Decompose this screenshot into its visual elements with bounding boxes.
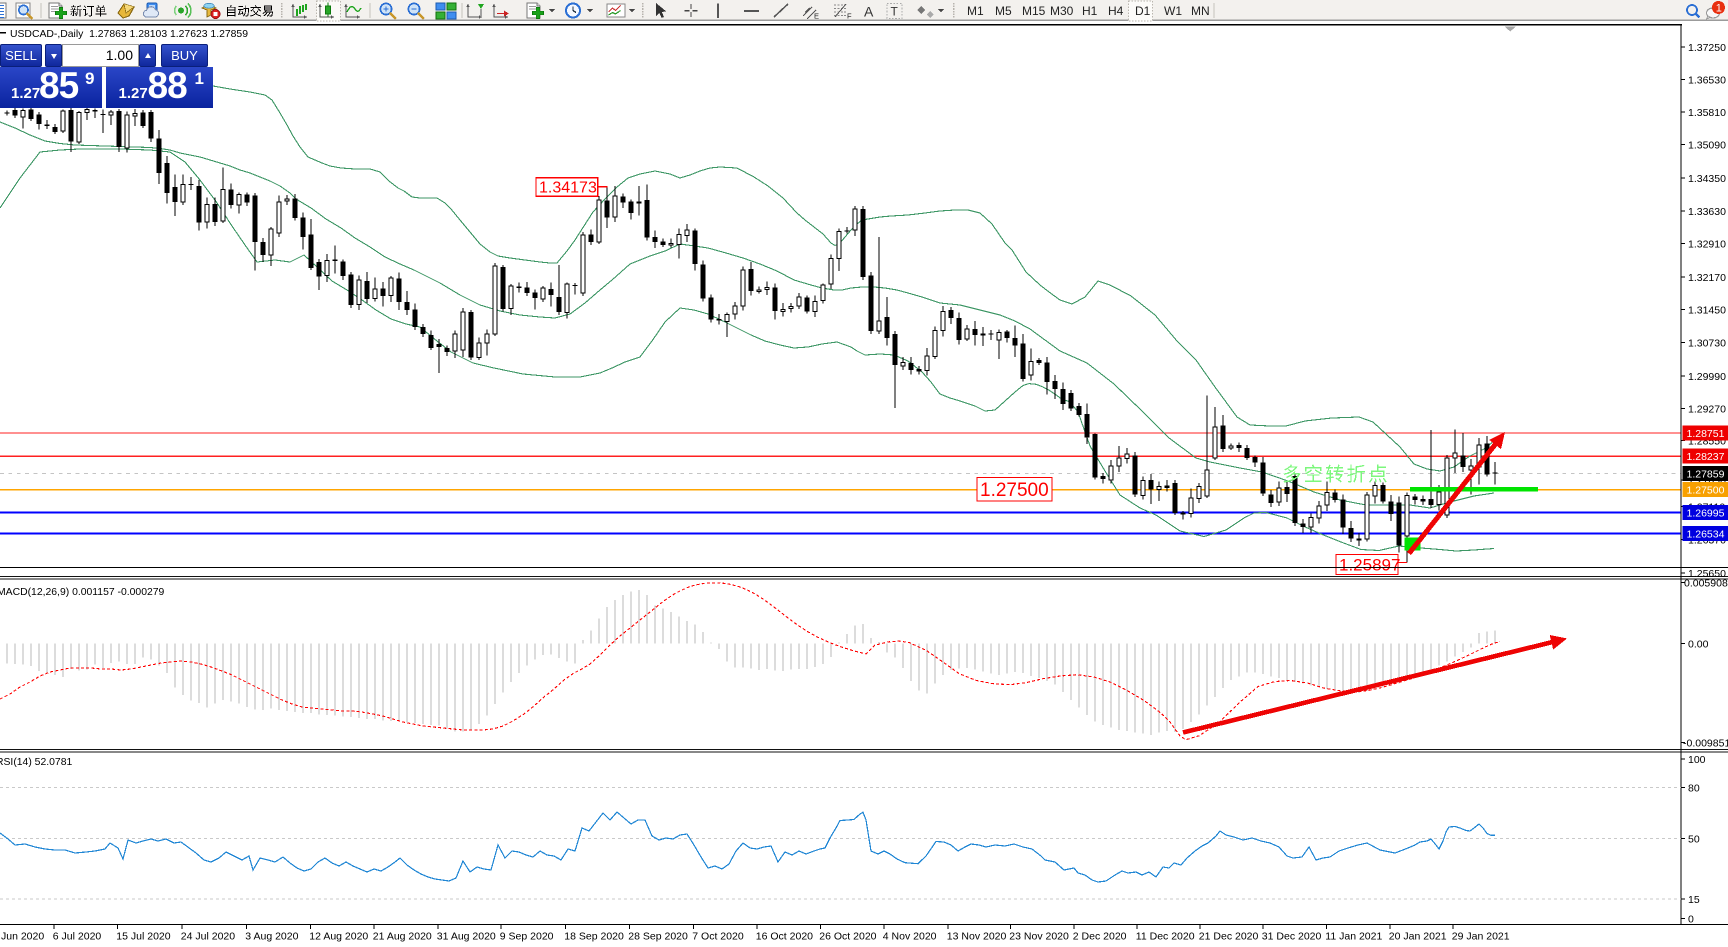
svg-text:1.26534: 1.26534 (1687, 529, 1725, 541)
svg-text:20 Jan 2021: 20 Jan 2021 (1389, 931, 1447, 943)
svg-text:11 Jan 2021: 11 Jan 2021 (1325, 931, 1382, 943)
svg-text:H4: H4 (1108, 4, 1124, 18)
svg-text:0: 0 (1688, 914, 1694, 926)
svg-text:1.36530: 1.36530 (1688, 74, 1726, 86)
svg-text:1: 1 (1716, 3, 1722, 15)
svg-text:1.25897: 1.25897 (1339, 556, 1400, 575)
svg-text:21 Dec 2020: 21 Dec 2020 (1199, 931, 1259, 943)
svg-text:0.005908: 0.005908 (1684, 578, 1728, 590)
svg-text:1.25650: 1.25650 (1688, 568, 1726, 580)
svg-text:A: A (864, 4, 874, 20)
svg-text:M5: M5 (995, 4, 1012, 18)
svg-text:1.27500: 1.27500 (980, 480, 1049, 501)
svg-text:0.00: 0.00 (1688, 638, 1709, 650)
svg-text:1.27500: 1.27500 (1687, 485, 1725, 497)
svg-text:28 Sep 2020: 28 Sep 2020 (628, 931, 688, 943)
svg-text:1.32910: 1.32910 (1688, 239, 1726, 251)
svg-text:1.37250: 1.37250 (1688, 42, 1726, 54)
svg-text:D1: D1 (1135, 4, 1151, 18)
svg-text:1.34173: 1.34173 (539, 180, 597, 197)
svg-text:H1: H1 (1082, 4, 1098, 18)
svg-text:1.32170: 1.32170 (1688, 272, 1726, 284)
svg-text:M1: M1 (967, 4, 984, 18)
svg-text:Jun 2020: Jun 2020 (1, 931, 44, 943)
svg-text:E: E (814, 12, 819, 21)
svg-text:1.27859: 1.27859 (1687, 468, 1725, 480)
svg-text:1.33630: 1.33630 (1688, 206, 1726, 218)
svg-text:-0.009851: -0.009851 (1683, 738, 1728, 750)
svg-text:RSI(14) 52.0781: RSI(14) 52.0781 (0, 757, 72, 768)
svg-text:21 Aug 2020: 21 Aug 2020 (373, 931, 432, 943)
svg-text:1.31450: 1.31450 (1688, 305, 1726, 317)
svg-text:T: T (891, 5, 899, 19)
svg-text:M15: M15 (1022, 4, 1046, 18)
svg-text:MACD(12,26,9) 0.001157 -0.0002: MACD(12,26,9) 0.001157 -0.000279 (0, 587, 165, 598)
svg-text:11 Dec 2020: 11 Dec 2020 (1136, 931, 1195, 943)
svg-text:1.26995: 1.26995 (1687, 508, 1725, 520)
svg-text:12 Aug 2020: 12 Aug 2020 (309, 931, 368, 943)
svg-text:2 Dec 2020: 2 Dec 2020 (1073, 931, 1127, 943)
svg-text:1.28751: 1.28751 (1687, 428, 1725, 440)
svg-text:15 Jul 2020: 15 Jul 2020 (116, 931, 170, 943)
svg-text:13 Nov 2020: 13 Nov 2020 (947, 931, 1007, 943)
svg-text:16 Oct 2020: 16 Oct 2020 (756, 931, 813, 943)
svg-text:1.30730: 1.30730 (1688, 337, 1726, 349)
svg-text:W1: W1 (1164, 4, 1182, 18)
svg-text:15: 15 (1688, 894, 1700, 906)
svg-text:23 Nov 2020: 23 Nov 2020 (1009, 931, 1069, 943)
svg-text:1.35090: 1.35090 (1688, 140, 1726, 152)
svg-text:80: 80 (1688, 783, 1700, 795)
svg-text:1.29270: 1.29270 (1688, 404, 1726, 416)
svg-text:1.34350: 1.34350 (1688, 173, 1726, 185)
svg-text:50: 50 (1688, 834, 1700, 846)
svg-text:1.35810: 1.35810 (1688, 107, 1726, 119)
svg-text:1.28237: 1.28237 (1687, 451, 1725, 463)
svg-text:M30: M30 (1050, 4, 1074, 18)
svg-text:18 Sep 2020: 18 Sep 2020 (564, 931, 624, 943)
svg-text:29 Jan 2021: 29 Jan 2021 (1452, 931, 1510, 943)
svg-text:MN: MN (1191, 4, 1210, 18)
svg-text:7 Oct 2020: 7 Oct 2020 (692, 931, 744, 943)
svg-text:9 Sep 2020: 9 Sep 2020 (500, 931, 554, 943)
svg-text:F: F (847, 12, 852, 21)
svg-text:100: 100 (1688, 754, 1706, 766)
svg-text:4 Nov 2020: 4 Nov 2020 (883, 931, 937, 943)
svg-text:26 Oct 2020: 26 Oct 2020 (819, 931, 876, 943)
svg-text:24 Jul 2020: 24 Jul 2020 (181, 931, 235, 943)
svg-text:6 Jul 2020: 6 Jul 2020 (53, 931, 102, 943)
svg-text:3 Aug 2020: 3 Aug 2020 (245, 931, 298, 943)
svg-text:1.29990: 1.29990 (1688, 371, 1726, 383)
svg-text:31 Dec 2020: 31 Dec 2020 (1262, 931, 1322, 943)
svg-text:USDCAD-,Daily 1.27863 1.28103: USDCAD-,Daily 1.27863 1.28103 1.27623 1.… (10, 29, 248, 40)
svg-text:31 Aug 2020: 31 Aug 2020 (437, 931, 496, 943)
